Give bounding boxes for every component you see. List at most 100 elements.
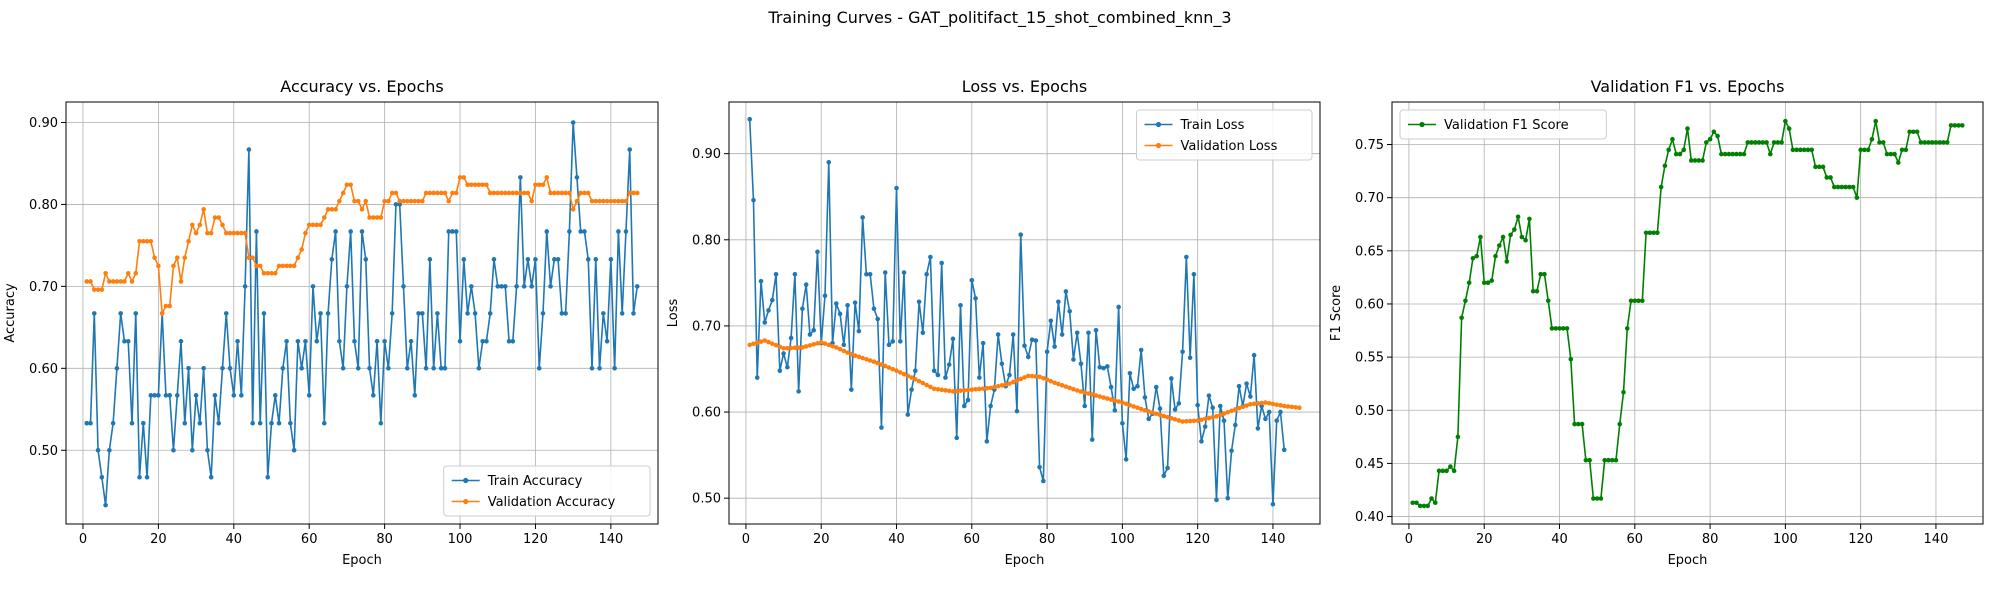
- data-point: [1568, 356, 1574, 362]
- data-point: [242, 284, 248, 289]
- data-point: [1063, 289, 1069, 294]
- data-point: [382, 198, 387, 204]
- data-point: [453, 190, 459, 196]
- data-point: [525, 257, 531, 262]
- data-point: [754, 375, 760, 380]
- data-point: [1142, 395, 1148, 400]
- data-point: [359, 229, 365, 234]
- data-point: [916, 299, 922, 305]
- data-point: [623, 198, 629, 204]
- data-point: [450, 229, 455, 234]
- data-point: [1199, 439, 1204, 444]
- data-point: [1455, 434, 1461, 440]
- data-point: [321, 420, 327, 426]
- x-tick-label: 40: [1551, 532, 1568, 547]
- data-point: [382, 338, 387, 344]
- data-point: [397, 202, 403, 207]
- data-point: [1240, 404, 1246, 410]
- data-point: [954, 388, 960, 394]
- data-point: [811, 327, 816, 333]
- data-point: [758, 339, 764, 344]
- data-point: [1214, 497, 1219, 503]
- data-point: [766, 339, 771, 345]
- data-point: [803, 282, 809, 287]
- data-point: [1451, 468, 1457, 474]
- data-point: [1470, 255, 1476, 261]
- data-point: [1658, 184, 1664, 190]
- data-point: [875, 360, 880, 366]
- data-point: [122, 338, 127, 344]
- data-point: [950, 389, 956, 394]
- data-point: [1266, 409, 1272, 415]
- data-point: [518, 190, 523, 196]
- data-point: [905, 373, 911, 379]
- x-tick-label: 0: [79, 532, 87, 547]
- data-point: [1165, 465, 1170, 471]
- data-point: [310, 222, 316, 228]
- data-point: [227, 366, 233, 371]
- data-point: [995, 332, 1001, 337]
- data-point: [1157, 406, 1163, 411]
- y-tick-label: 0.55: [1355, 351, 1384, 366]
- data-point: [401, 198, 406, 204]
- data-point: [453, 229, 459, 234]
- data-point: [201, 366, 206, 371]
- data-point: [1896, 160, 1901, 165]
- data-point: [1752, 140, 1758, 145]
- data-point: [781, 351, 786, 356]
- data-point: [1281, 447, 1287, 453]
- data-point: [1233, 422, 1238, 428]
- x-tick-label: 20: [813, 532, 830, 547]
- data-point: [1229, 448, 1234, 454]
- data-point: [525, 190, 531, 196]
- data-point: [1440, 468, 1446, 474]
- data-point: [796, 345, 801, 350]
- data-point: [1865, 147, 1871, 153]
- data-point: [1704, 140, 1709, 145]
- data-point: [1056, 381, 1061, 387]
- data-point: [1041, 375, 1046, 381]
- data-point: [864, 356, 869, 362]
- data-point: [107, 447, 112, 453]
- data-point: [148, 239, 154, 244]
- data-point: [826, 342, 832, 348]
- data-point: [559, 311, 565, 316]
- data-point: [1937, 140, 1943, 145]
- data-point: [129, 279, 135, 284]
- data-point: [231, 393, 237, 398]
- data-point: [159, 311, 165, 316]
- data-point: [344, 284, 350, 289]
- data-point: [310, 284, 316, 289]
- x-tick-label: 60: [964, 532, 981, 547]
- data-point: [1108, 397, 1114, 402]
- data-point: [1266, 400, 1272, 406]
- data-point: [552, 190, 557, 196]
- data-point: [924, 382, 929, 388]
- data-point: [1255, 426, 1261, 431]
- data-point: [811, 342, 816, 347]
- data-point: [1722, 151, 1728, 157]
- data-point: [1244, 403, 1249, 408]
- data-point: [1828, 175, 1833, 180]
- data-point: [1161, 473, 1167, 479]
- data-point: [265, 474, 271, 480]
- data-point: [1225, 409, 1231, 415]
- data-point: [1010, 332, 1016, 337]
- data-point: [1127, 402, 1133, 408]
- data-point: [110, 279, 116, 284]
- data-point: [533, 257, 538, 262]
- x-tick-label: 60: [1627, 532, 1644, 547]
- data-point: [559, 190, 565, 196]
- data-point: [1153, 384, 1159, 390]
- data-point: [1112, 398, 1118, 403]
- data-point: [1078, 361, 1084, 367]
- data-point: [548, 284, 553, 289]
- data-point: [103, 270, 108, 276]
- data-point: [1221, 411, 1227, 416]
- figure-title: Training Curves - GAT_politifact_15_shot…: [768, 8, 1232, 27]
- data-point: [1613, 457, 1619, 463]
- data-point: [567, 229, 572, 234]
- data-point: [943, 375, 948, 380]
- data-point: [186, 239, 191, 244]
- data-point: [1187, 355, 1193, 361]
